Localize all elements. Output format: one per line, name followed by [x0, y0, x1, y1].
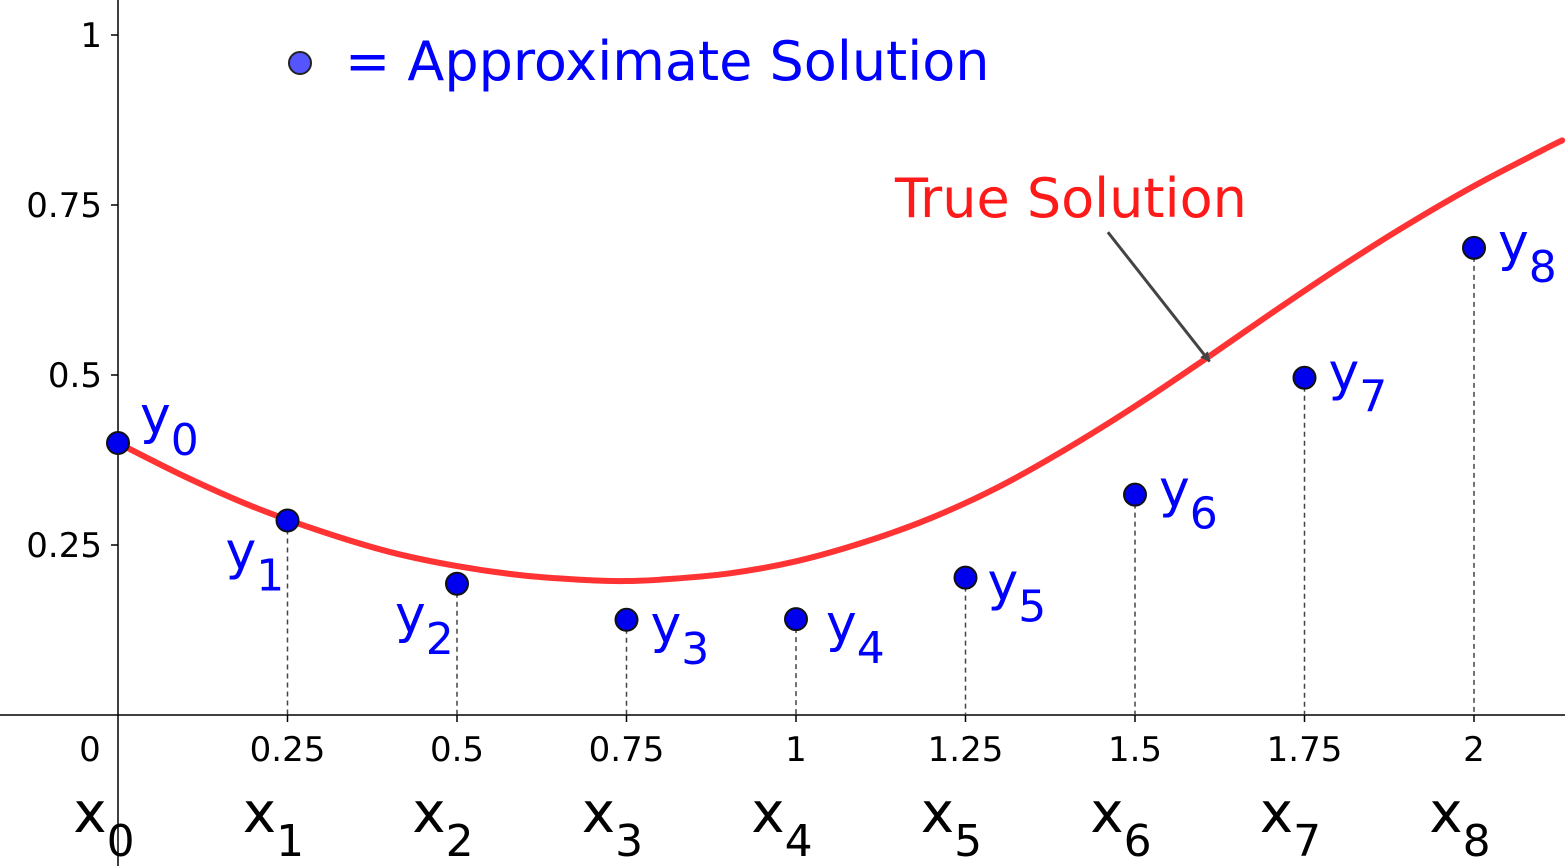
legend-marker	[288, 51, 312, 75]
approx-point	[784, 607, 808, 632]
approx-point-label: y3	[651, 595, 710, 675]
y-tick-label: 0.5	[48, 356, 102, 396]
y-tick-label: 0.75	[26, 186, 102, 226]
approx-point-label: y4	[826, 594, 885, 674]
x-node-label: x4	[751, 781, 812, 866]
x-node-label: x6	[1090, 781, 1151, 866]
annotation-arrow	[1106, 231, 1211, 363]
approx-point-label: y7	[1329, 343, 1388, 423]
legend-text: = Approximate Solution	[345, 30, 990, 93]
approx-point	[953, 565, 978, 590]
approx-point	[1462, 235, 1486, 260]
x-tick-label: 1	[785, 730, 807, 770]
x-node-label: x5	[921, 781, 982, 866]
x-node-label: x8	[1429, 781, 1490, 866]
legend: = Approximate Solution	[288, 30, 990, 93]
y-tick-label: 1	[80, 16, 102, 56]
approx-point-label: y8	[1498, 213, 1557, 293]
true-solution-curve	[115, 137, 1565, 585]
approx-point-label: y1	[226, 522, 285, 602]
approx-point	[1123, 482, 1147, 507]
x-tick-label: 1.5	[1108, 730, 1162, 770]
x-tick-label: 0.5	[430, 730, 484, 770]
x-tick-label: 0.75	[589, 730, 665, 770]
x-tick-label: 0.25	[250, 730, 326, 770]
true-solution-annotation: True Solution	[894, 167, 1247, 363]
x-tick-label: 1.25	[928, 730, 1004, 770]
x-node-label: x3	[582, 781, 643, 866]
x-tick-label: 1.75	[1267, 730, 1343, 770]
approx-point	[445, 571, 469, 596]
x-tick-label: 0	[79, 730, 101, 770]
approx-point	[1292, 365, 1317, 390]
true-solution-label: True Solution	[894, 167, 1247, 230]
approx-point-label: y5	[988, 553, 1047, 633]
x-node-label: x7	[1260, 781, 1321, 866]
x-node-label: x2	[412, 781, 473, 866]
approx-point-label: y6	[1159, 460, 1218, 540]
approx-point	[614, 607, 639, 632]
x-node-label: x0	[73, 781, 134, 866]
x-tick-label: 2	[1463, 730, 1485, 770]
approx-point-label: y2	[395, 585, 454, 665]
approx-point-label: y0	[140, 386, 199, 466]
x-node-label: x1	[243, 781, 304, 866]
approx-point	[106, 431, 130, 455]
approx-point	[275, 508, 300, 533]
y-tick-label: 0.25	[26, 526, 102, 566]
